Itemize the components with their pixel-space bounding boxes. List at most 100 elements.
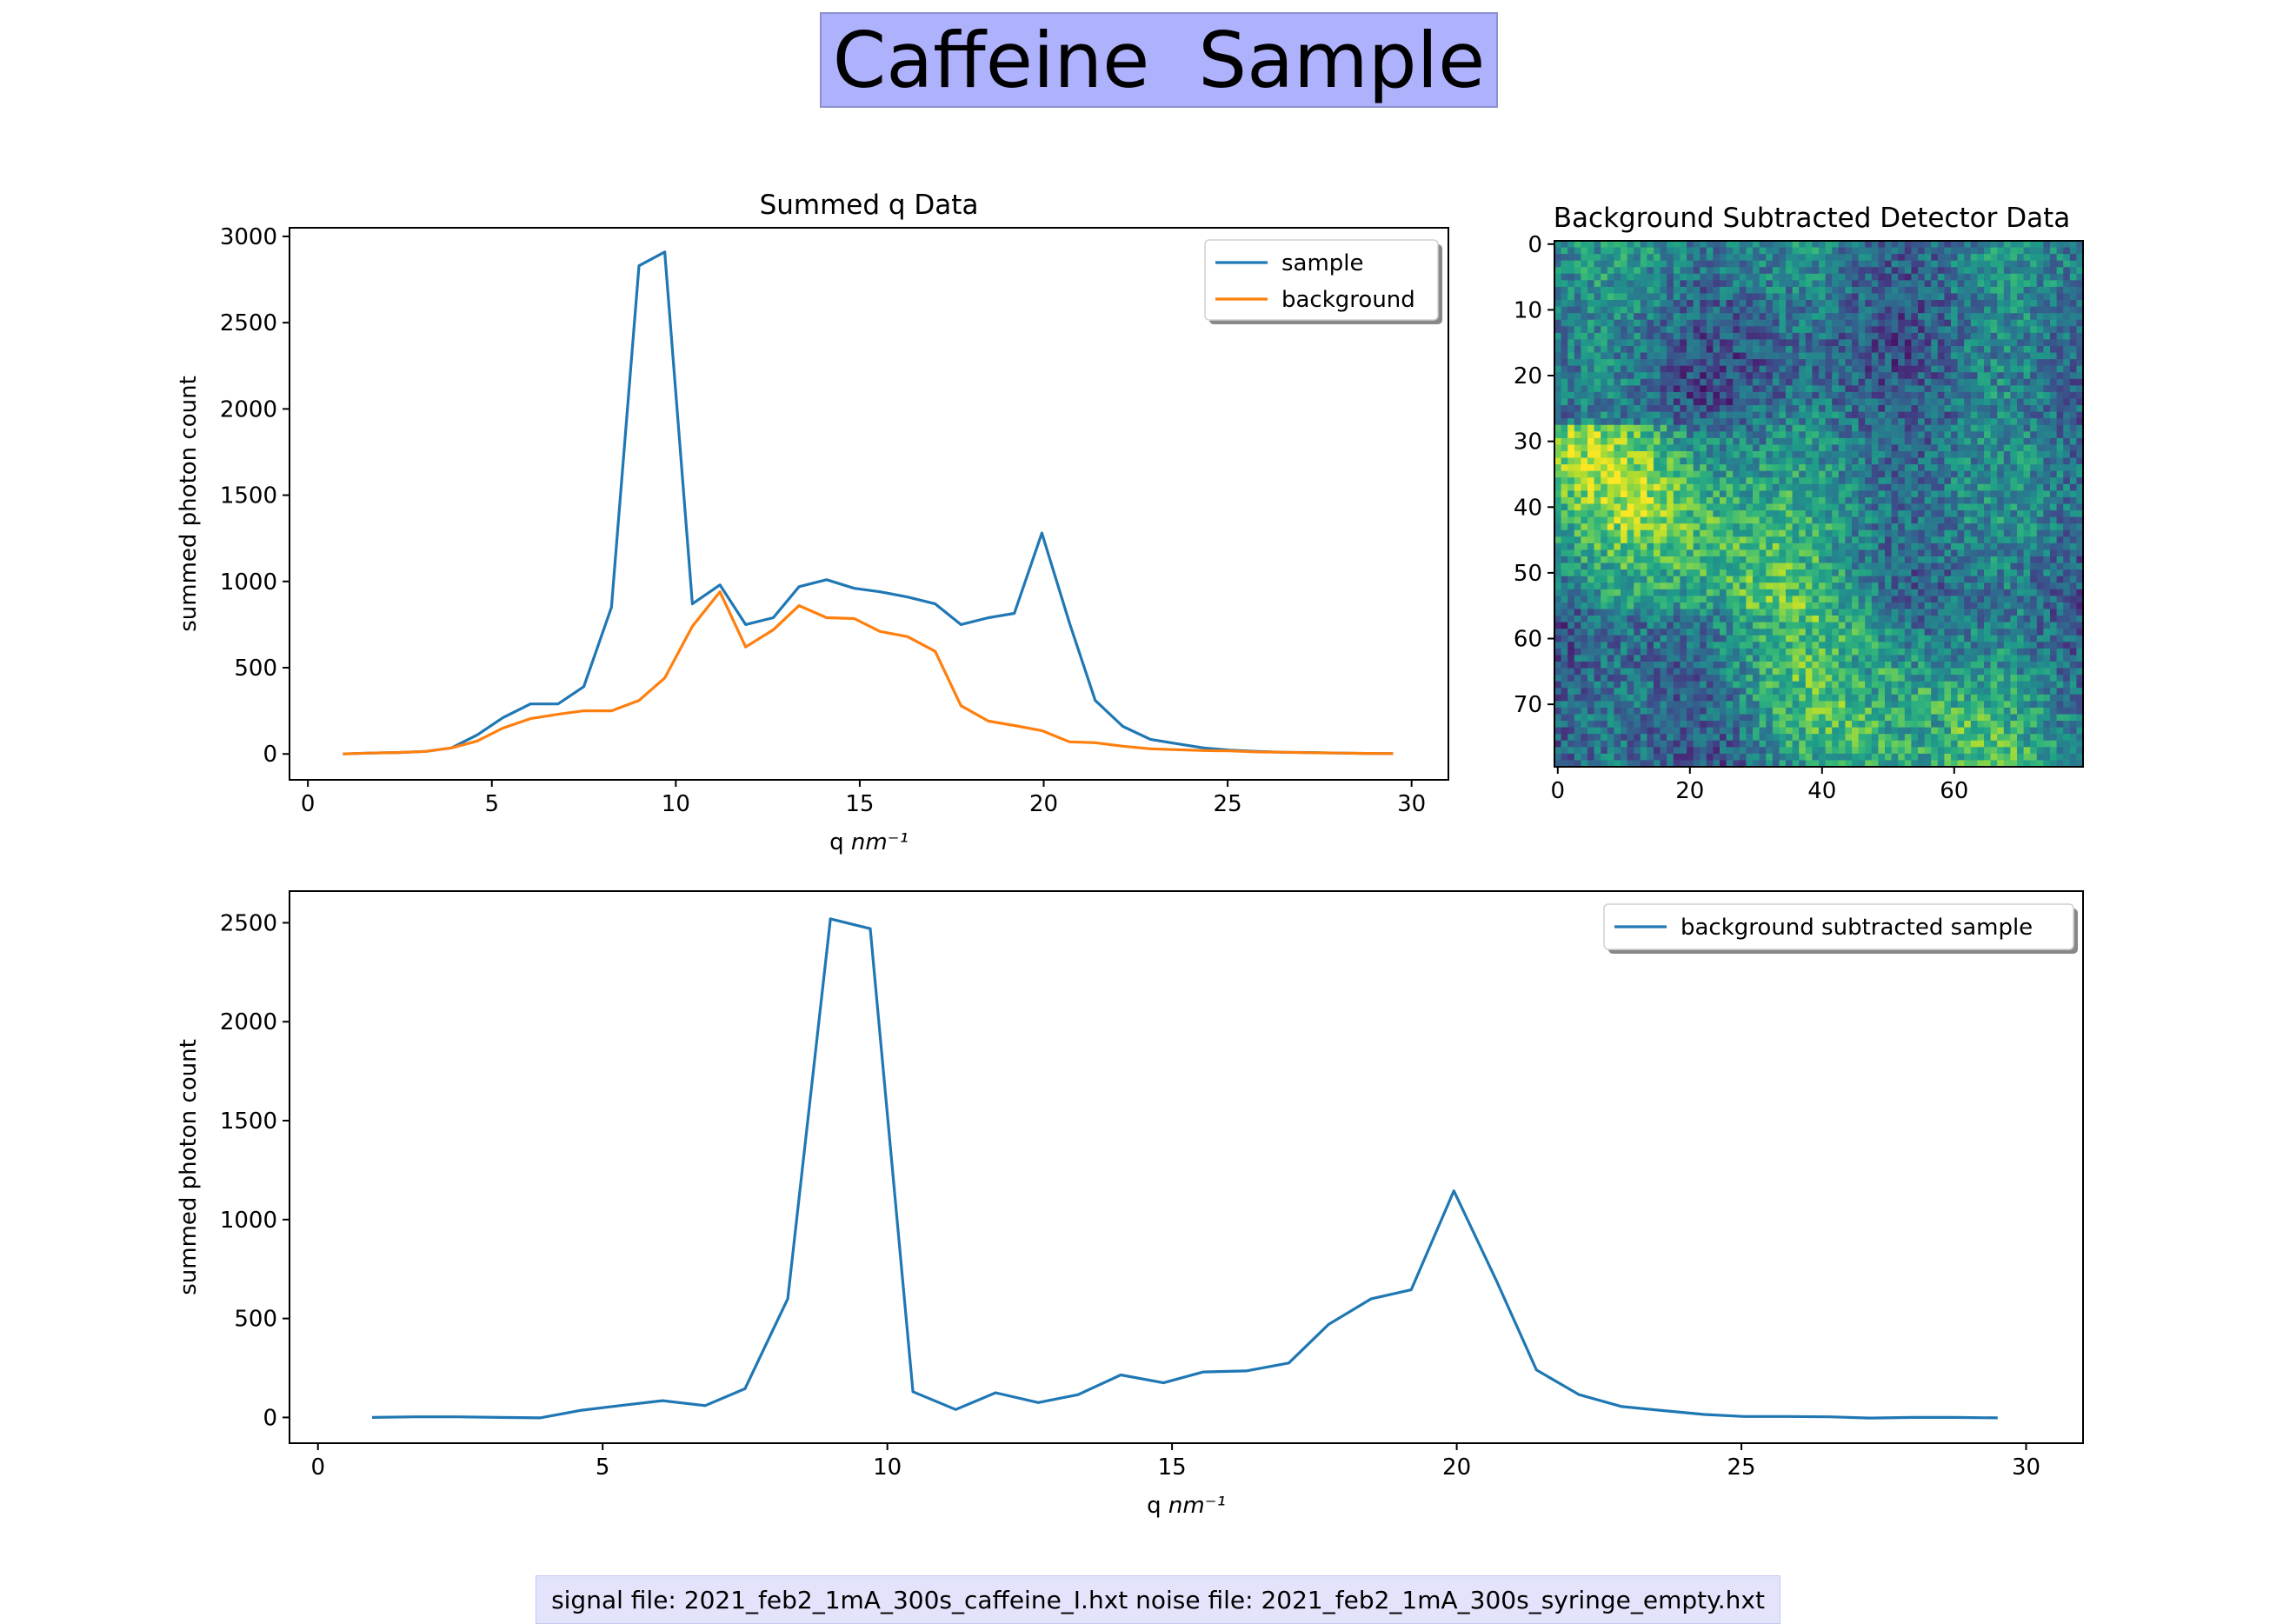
heatmap-cell bbox=[1832, 504, 1839, 511]
heatmap-cell bbox=[1839, 510, 1846, 517]
heatmap-cell bbox=[1958, 320, 1965, 327]
heatmap-cell bbox=[1971, 602, 1978, 609]
heatmap-cell bbox=[1753, 385, 1760, 392]
heatmap-cell bbox=[2037, 418, 2044, 425]
heatmap-cell bbox=[1727, 609, 1734, 616]
heatmap-cell bbox=[1607, 458, 1614, 465]
heatmap-cell bbox=[1852, 392, 1859, 399]
heatmap-cell bbox=[1567, 609, 1574, 616]
heatmap-cell bbox=[1991, 280, 1998, 287]
heatmap-cell bbox=[1661, 353, 1667, 360]
heatmap-cell bbox=[1892, 609, 1899, 616]
heatmap-cell bbox=[1567, 392, 1574, 399]
heatmap-cell bbox=[1740, 300, 1747, 307]
heatmap-cell bbox=[1991, 392, 1998, 399]
heatmap-cell bbox=[1661, 458, 1667, 465]
heatmap-cell bbox=[1997, 517, 2004, 524]
heatmap-cell bbox=[1674, 372, 1681, 379]
heatmap-cell bbox=[1852, 359, 1859, 366]
heatmap-cell bbox=[1661, 490, 1667, 497]
heatmap-cell bbox=[1799, 582, 1806, 589]
heatmap-cell bbox=[1918, 497, 1925, 504]
heatmap-cell bbox=[1951, 549, 1958, 556]
heatmap-cell bbox=[1753, 372, 1760, 379]
heatmap-cell bbox=[1826, 366, 1833, 373]
heatmap-cell bbox=[1667, 569, 1674, 576]
heatmap-cell bbox=[1971, 379, 1978, 386]
heatmap-cell bbox=[1819, 326, 1826, 333]
heatmap-cell bbox=[1958, 372, 1965, 379]
heatmap-cell bbox=[1733, 642, 1740, 649]
heatmap-cell bbox=[1594, 477, 1601, 484]
heatmap-cell bbox=[1760, 366, 1767, 373]
heatmap-cell bbox=[2063, 556, 2070, 563]
heatmap-cell bbox=[1581, 523, 1587, 530]
heatmap-cell bbox=[1812, 622, 1819, 629]
heatmap-cell bbox=[1654, 523, 1661, 530]
heatmap-cell bbox=[1951, 366, 1958, 373]
heatmap-cell bbox=[1601, 582, 1607, 589]
heatmap-cell bbox=[1799, 510, 1806, 517]
heatmap-cell bbox=[1885, 510, 1892, 517]
heatmap-cell bbox=[1753, 523, 1760, 530]
heatmap-cell bbox=[1964, 530, 1971, 537]
heatmap-cell bbox=[1911, 412, 1918, 419]
heatmap-cell bbox=[1661, 241, 1667, 248]
heatmap-cell bbox=[1951, 589, 1958, 596]
heatmap-cell bbox=[1661, 287, 1667, 294]
heatmap-cell bbox=[1733, 379, 1740, 386]
heatmap-cell bbox=[1647, 294, 1654, 301]
heatmap-cell bbox=[1898, 569, 1905, 576]
heatmap-cell bbox=[1951, 543, 1958, 550]
heatmap-cell bbox=[1661, 405, 1667, 412]
heatmap-cell bbox=[1918, 589, 1925, 596]
heatmap-cell bbox=[1766, 471, 1773, 478]
heatmap-cell bbox=[1621, 333, 1627, 340]
heatmap-cell bbox=[1674, 616, 1681, 622]
heatmap-cell bbox=[1892, 339, 1899, 346]
heatmap-cell bbox=[1793, 261, 1800, 268]
heatmap-cell bbox=[1925, 274, 1932, 281]
heatmap-cell bbox=[1707, 602, 1714, 609]
heatmap-cell bbox=[1574, 477, 1581, 484]
heatmap-cell bbox=[1885, 569, 1892, 576]
heatmap-cell bbox=[1766, 287, 1773, 294]
heatmap-cell bbox=[2024, 549, 2031, 556]
heatmap-cell bbox=[1977, 589, 1984, 596]
heatmap-cell bbox=[2030, 300, 2037, 307]
heatmap-cell bbox=[2057, 333, 2064, 340]
heatmap-cell bbox=[1878, 602, 1885, 609]
heatmap-cell bbox=[1654, 458, 1661, 465]
heatmap-cell bbox=[1997, 366, 2004, 373]
heatmap-cell bbox=[1839, 602, 1846, 609]
heatmap-cell bbox=[1766, 569, 1773, 576]
heatmap-cell bbox=[1911, 556, 1918, 563]
heatmap-cell bbox=[1773, 536, 1780, 543]
heatmap-cell bbox=[1746, 307, 1753, 314]
heatmap-cell bbox=[1621, 523, 1627, 530]
heatmap-cell bbox=[1574, 464, 1581, 471]
heatmap-cell bbox=[1826, 569, 1833, 576]
heatmap-cell bbox=[2037, 471, 2044, 478]
heatmap-cell bbox=[1733, 636, 1740, 642]
heatmap-cell bbox=[1601, 267, 1607, 274]
heatmap-cell bbox=[1938, 458, 1945, 465]
heatmap-cell bbox=[1574, 471, 1581, 478]
heatmap-cell bbox=[1654, 609, 1661, 616]
heatmap-cell bbox=[2043, 510, 2050, 517]
heatmap-cell bbox=[1905, 504, 1912, 511]
heatmap-cell bbox=[1574, 517, 1581, 524]
heatmap-cell bbox=[1925, 359, 1932, 366]
heatmap-cell bbox=[1647, 536, 1654, 543]
heatmap-cell bbox=[1621, 576, 1627, 583]
heatmap-cell bbox=[1694, 326, 1701, 333]
heatmap-cell bbox=[1740, 320, 1747, 327]
x-axis-label: q nm⁻¹ bbox=[829, 829, 909, 855]
heatmap-cell bbox=[1687, 248, 1694, 255]
heatmap-cell bbox=[1594, 405, 1601, 412]
heatmap-cell bbox=[2070, 451, 2077, 458]
heatmap-cell bbox=[1832, 569, 1839, 576]
heatmap-cell bbox=[1892, 477, 1899, 484]
heatmap-cell bbox=[1878, 582, 1885, 589]
heatmap-cell bbox=[1977, 418, 1984, 425]
